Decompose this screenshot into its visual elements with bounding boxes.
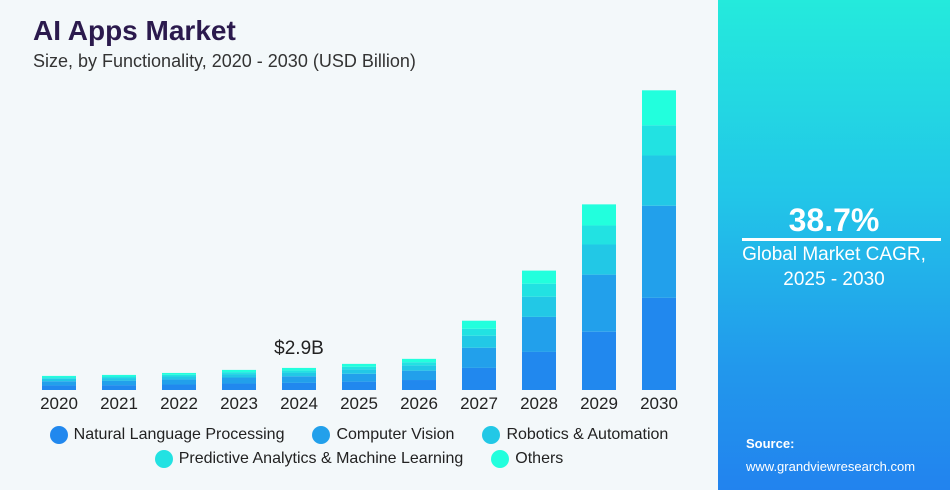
bar-segment-2021-4 xyxy=(102,374,136,377)
bar-segment-2021-2 xyxy=(102,378,136,381)
legend-label: Others xyxy=(515,450,564,467)
bar-segment-2020-0 xyxy=(42,385,76,390)
x-tick-label: 2022 xyxy=(160,394,198,413)
x-tick-label: 2024 xyxy=(280,394,318,413)
legend-item: Computer Vision xyxy=(312,426,454,444)
bar-segment-2021-0 xyxy=(102,385,136,390)
bar-segment-2026-2 xyxy=(402,365,436,371)
bar-segment-2030-2 xyxy=(642,155,676,206)
chart-title: AI Apps Market xyxy=(33,15,236,46)
bar-segment-2029-0 xyxy=(582,331,616,390)
cagr-label-line1: Global Market CAGR, xyxy=(742,244,926,265)
x-tick-label: 2028 xyxy=(520,394,558,413)
legend-item: Natural Language Processing xyxy=(49,426,285,444)
bar-segment-2027-2 xyxy=(462,335,496,348)
bar-segment-2024-1 xyxy=(282,376,316,383)
bar-segment-2023-2 xyxy=(222,374,256,378)
bar-segment-2025-1 xyxy=(342,373,376,382)
bar-segment-2029-4 xyxy=(582,204,616,226)
bar-segment-2023-4 xyxy=(222,369,256,373)
bar-segment-2029-1 xyxy=(582,274,616,332)
bar-segment-2028-4 xyxy=(522,270,556,284)
cagr-label-line2: 2025 - 2030 xyxy=(783,269,885,290)
bar-segment-2025-4 xyxy=(342,363,376,367)
x-tick-label: 2021 xyxy=(100,394,138,413)
bar-segment-2022-4 xyxy=(162,372,196,375)
x-tick-label: 2023 xyxy=(220,394,258,413)
legend-label: Predictive Analytics & Machine Learning xyxy=(178,450,464,467)
bar-segment-2020-3 xyxy=(42,377,76,379)
bar-segment-2022-2 xyxy=(162,376,196,380)
bar-segment-2023-3 xyxy=(222,372,256,375)
bar-segment-2026-0 xyxy=(402,380,436,390)
bar-segment-2026-4 xyxy=(402,358,436,363)
bar-segment-2030-4 xyxy=(642,90,676,126)
data-label: $2.9B xyxy=(274,338,324,359)
x-tick-label: 2029 xyxy=(580,394,618,413)
divider xyxy=(742,238,941,241)
bar-segment-2027-1 xyxy=(462,347,496,368)
bar-segment-2030-3 xyxy=(642,125,676,156)
bar-segment-2022-0 xyxy=(162,384,196,390)
bar-segment-2030-1 xyxy=(642,205,676,298)
bar-segment-2028-3 xyxy=(522,283,556,297)
chart-subtitle: Size, by Functionality, 2020 - 2030 (USD… xyxy=(33,51,416,71)
bar-segment-2025-3 xyxy=(342,366,376,370)
bar-segment-2020-2 xyxy=(42,378,76,382)
x-tick-label: 2020 xyxy=(40,394,78,413)
legend-swatch xyxy=(312,426,331,444)
legend-swatch xyxy=(49,426,68,444)
bar-segment-2023-0 xyxy=(222,383,256,390)
bar-segment-2028-2 xyxy=(522,296,556,317)
bar-segment-2029-2 xyxy=(582,244,616,275)
bar-segment-2022-1 xyxy=(162,379,196,385)
x-tick-label: 2026 xyxy=(400,394,438,413)
chart-panel: AI Apps Market Size, by Functionality, 2… xyxy=(0,0,718,490)
bar-segment-2020-4 xyxy=(42,375,76,378)
legend-swatch xyxy=(491,450,510,468)
legend-label: Natural Language Processing xyxy=(73,426,285,443)
x-tick-label: 2025 xyxy=(340,394,378,413)
bar-segment-2028-0 xyxy=(522,351,556,390)
bar-segment-2021-1 xyxy=(102,380,136,386)
bar-segment-2030-0 xyxy=(642,297,676,390)
bar-segment-2027-0 xyxy=(462,367,496,390)
bar-segment-2026-3 xyxy=(402,362,436,366)
bar-segment-2024-3 xyxy=(282,370,316,373)
legend-swatch xyxy=(482,426,501,444)
x-tick-label: 2027 xyxy=(460,394,498,413)
bar-segment-2025-2 xyxy=(342,369,376,374)
legend-item: Predictive Analytics & Machine Learning xyxy=(154,450,464,468)
legend: Natural Language Processing Computer Visi… xyxy=(0,426,718,474)
x-tick-label: 2030 xyxy=(640,394,678,413)
cagr-value: 38.7% xyxy=(788,202,880,238)
bar-segment-2024-0 xyxy=(282,382,316,390)
source: Source: www.grandviewresearch.com xyxy=(746,436,915,474)
bar-segment-2029-3 xyxy=(582,225,616,245)
bar-segment-2026-1 xyxy=(402,370,436,381)
source-label: Source: xyxy=(746,436,795,451)
bar-segment-2020-1 xyxy=(42,381,76,386)
bar-segment-2027-4 xyxy=(462,320,496,329)
bar-segment-2021-3 xyxy=(102,376,136,379)
source-url[interactable]: www.grandviewresearch.com xyxy=(746,459,916,474)
cagr-label: Global Market CAGR, 2025 - 2030 xyxy=(718,242,950,292)
legend-item: Robotics & Automation xyxy=(482,426,668,444)
legend-item: Others xyxy=(491,450,563,468)
bar-segment-2025-0 xyxy=(342,381,376,390)
bar-segment-2027-3 xyxy=(462,328,496,336)
legend-swatch xyxy=(154,450,173,468)
cagr-panel: 38.7% Global Market CAGR, 2025 - 2030 So… xyxy=(718,0,950,490)
bar-segment-2028-1 xyxy=(522,316,556,352)
bar-segment-2024-2 xyxy=(282,372,316,377)
stacked-bar-chart: 2020 2021 2022 2023 2024 $2.9B 2025 2026 2027 202… xyxy=(40,90,678,413)
bar-segment-2024-4 xyxy=(282,367,316,371)
legend-label: Computer Vision xyxy=(336,426,455,443)
legend-label: Robotics & Automation xyxy=(506,426,669,443)
bar-segment-2022-3 xyxy=(162,374,196,377)
bar-segment-2023-1 xyxy=(222,377,256,384)
